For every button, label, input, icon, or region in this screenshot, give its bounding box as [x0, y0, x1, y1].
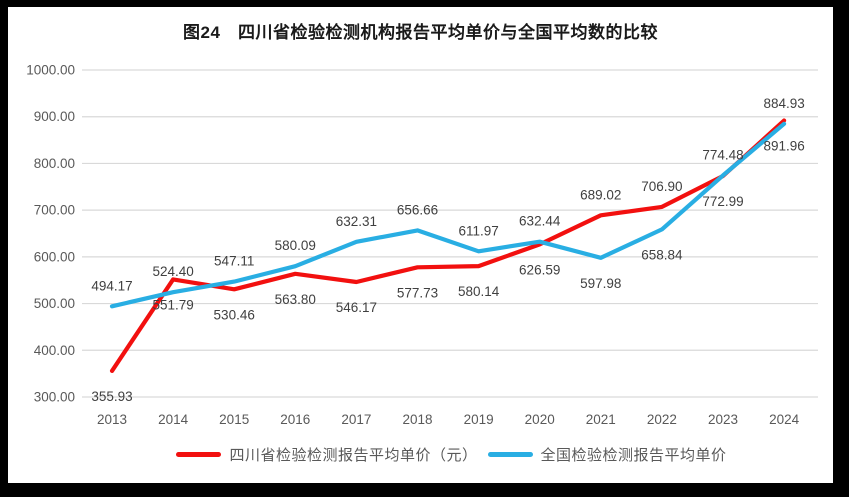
- data-label: 706.90: [641, 179, 682, 194]
- data-label: 546.17: [336, 300, 377, 315]
- legend-label-national: 全国检验检测报告平均单价: [540, 447, 727, 464]
- y-tick-label: 300.00: [34, 390, 75, 405]
- data-label: 772.99: [702, 194, 743, 209]
- y-tick-label: 900.00: [34, 109, 75, 124]
- data-label: 577.73: [397, 285, 438, 300]
- series-line-national: [109, 121, 787, 309]
- data-label: 774.48: [702, 147, 743, 162]
- data-label: 494.17: [91, 278, 132, 293]
- data-label: 355.93: [91, 389, 132, 404]
- x-tick-label: 2022: [647, 412, 677, 427]
- data-label: 530.46: [214, 307, 255, 322]
- legend-line-swatch-sichuan: [176, 452, 222, 457]
- line-chart-canvas: 1000.00 900.00 800.00 700.00 600.00 500.00 400…: [26, 63, 818, 427]
- y-tick-label: 400.00: [34, 343, 75, 358]
- y-tick-label: 500.00: [34, 296, 75, 311]
- y-tick-label: 600.00: [34, 249, 75, 264]
- data-label: 580.14: [458, 284, 500, 299]
- data-label: 656.66: [397, 202, 438, 217]
- y-tick-label: 800.00: [34, 156, 75, 171]
- legend-label-sichuan: 四川省检验检测报告平均单价（元）: [229, 447, 478, 464]
- x-tick-label: 2024: [769, 412, 800, 427]
- data-label: 626.59: [519, 262, 560, 277]
- x-tick-label: 2016: [280, 412, 310, 427]
- chart-panel: 图24 四川省检验检测机构报告平均单价与全国平均数的比较 1000.00 900.…: [8, 7, 833, 483]
- x-tick-label: 2014: [158, 412, 189, 427]
- x-tick-label: 2023: [708, 412, 738, 427]
- data-label: 891.96: [763, 138, 804, 153]
- data-label: 547.11: [214, 254, 254, 269]
- series-line-sichuan: [109, 118, 787, 373]
- data-label: 524.40: [152, 264, 193, 279]
- data-label: 658.84: [641, 247, 683, 262]
- y-tick-label: 1000.00: [26, 63, 75, 78]
- data-label: 632.31: [336, 214, 377, 229]
- x-tick-label: 2013: [97, 412, 127, 427]
- data-label: 632.44: [519, 214, 561, 229]
- x-tick-label: 2015: [219, 412, 249, 427]
- data-label: 689.02: [580, 187, 621, 202]
- x-tick-label: 2021: [586, 412, 616, 427]
- x-tick-label: 2020: [525, 412, 555, 427]
- x-tick-label: 2018: [402, 412, 432, 427]
- data-label: 551.79: [152, 297, 193, 312]
- legend-line-swatch-national: [487, 452, 533, 457]
- y-tick-label: 700.00: [34, 203, 75, 218]
- data-label: 884.93: [763, 96, 804, 111]
- legend-item-sichuan: 四川省检验检测报告平均单价（元）: [176, 444, 477, 465]
- chart-legend: 四川省检验检测报告平均单价（元） 全国检验检测报告平均单价: [8, 444, 833, 465]
- chart-title: 图24 四川省检验检测机构报告平均单价与全国平均数的比较: [183, 23, 658, 42]
- data-label: 611.97: [458, 223, 498, 238]
- data-label: 563.80: [275, 292, 316, 307]
- data-label: 580.09: [275, 238, 316, 253]
- legend-item-national: 全国检验检测报告平均单价: [487, 444, 727, 465]
- x-tick-label: 2017: [341, 412, 371, 427]
- x-tick-label: 2019: [464, 412, 494, 427]
- data-label: 597.98: [580, 276, 621, 291]
